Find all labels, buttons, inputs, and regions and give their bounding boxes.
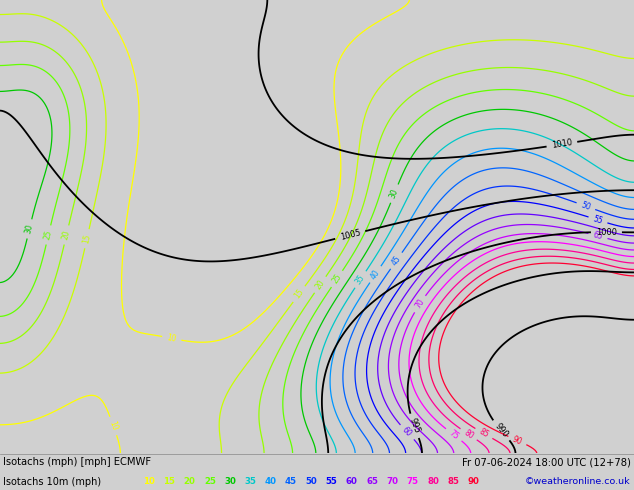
Text: 15: 15: [292, 288, 306, 301]
Text: 70: 70: [413, 297, 426, 311]
Text: 10: 10: [143, 477, 155, 487]
Text: 65: 65: [366, 477, 378, 487]
Text: Fr 07-06-2024 18:00 UTC (12+78): Fr 07-06-2024 18:00 UTC (12+78): [462, 458, 631, 467]
Text: 80: 80: [462, 428, 475, 441]
Text: 55: 55: [326, 477, 337, 487]
Text: 40: 40: [369, 268, 382, 281]
Text: 60: 60: [401, 426, 414, 439]
Text: 25: 25: [43, 229, 54, 241]
Text: 80: 80: [427, 477, 439, 487]
Text: 10: 10: [166, 333, 178, 343]
Text: 90: 90: [468, 477, 479, 487]
Text: 70: 70: [387, 477, 398, 487]
Text: 30: 30: [224, 477, 236, 487]
Text: ©weatheronline.co.uk: ©weatheronline.co.uk: [525, 477, 631, 487]
Text: 60: 60: [346, 477, 358, 487]
Text: 40: 40: [265, 477, 276, 487]
Text: 30: 30: [389, 187, 401, 200]
Text: Isotachs (mph) [mph] ECMWF: Isotachs (mph) [mph] ECMWF: [3, 458, 152, 467]
Text: 995: 995: [408, 417, 421, 435]
Text: 50: 50: [306, 477, 317, 487]
Text: 25: 25: [204, 477, 216, 487]
Text: 55: 55: [592, 214, 604, 226]
Text: 15: 15: [82, 233, 93, 245]
Text: 75: 75: [407, 477, 418, 487]
Text: 75: 75: [447, 428, 460, 441]
Text: 10: 10: [108, 420, 119, 432]
Text: 65: 65: [592, 230, 604, 242]
Text: 1010: 1010: [551, 138, 573, 150]
Text: 35: 35: [245, 477, 256, 487]
Text: 20: 20: [61, 229, 72, 241]
Text: 50: 50: [579, 200, 592, 212]
Text: 90: 90: [511, 434, 524, 446]
Text: 20: 20: [184, 477, 195, 487]
Text: 990: 990: [493, 421, 510, 440]
Text: 15: 15: [164, 477, 175, 487]
Text: 20: 20: [314, 278, 327, 291]
Text: Isotachs 10m (mph): Isotachs 10m (mph): [3, 477, 101, 487]
Text: 45: 45: [285, 477, 297, 487]
Text: 45: 45: [390, 254, 403, 268]
Text: 85: 85: [477, 427, 490, 440]
Text: 35: 35: [354, 273, 367, 286]
Text: 30: 30: [24, 223, 35, 235]
Text: 25: 25: [330, 272, 344, 286]
Text: 1005: 1005: [339, 228, 361, 242]
Text: 1000: 1000: [596, 228, 617, 237]
Text: 85: 85: [448, 477, 459, 487]
